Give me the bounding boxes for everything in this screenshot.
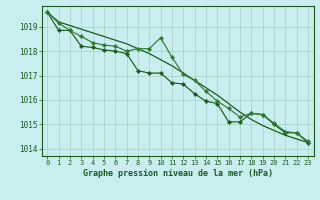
X-axis label: Graphe pression niveau de la mer (hPa): Graphe pression niveau de la mer (hPa) [83, 169, 273, 178]
